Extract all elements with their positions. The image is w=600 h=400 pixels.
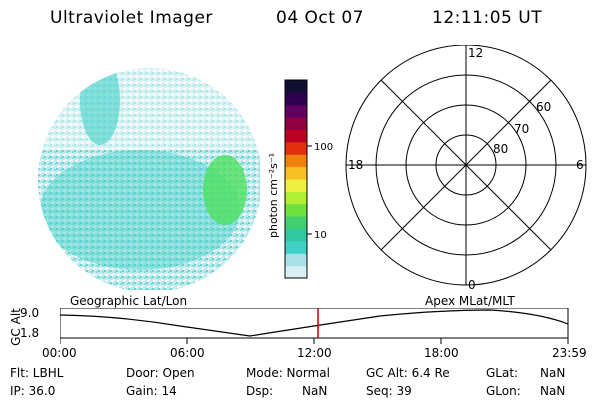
colorbar-segment	[285, 228, 307, 242]
glat-value: NaN	[540, 366, 566, 380]
door-status: Door: Open	[126, 366, 195, 380]
gain-value: Gain: 14	[126, 384, 177, 398]
flt-filter: Flt: LBHL	[10, 366, 64, 380]
colorbar-segment	[285, 117, 307, 130]
gc-alt-value: GC Alt: 6.4 Re	[366, 366, 450, 380]
colorbar-segment	[285, 104, 307, 118]
seq-value: Seq: 39	[366, 384, 412, 398]
colorbar-segment	[285, 166, 307, 180]
xtick-2359: 23:59	[552, 346, 587, 360]
time-label: 12:11:05 UT	[432, 8, 543, 28]
ytick-top: 9.0	[20, 306, 40, 320]
mode-value: Mode: Normal	[246, 366, 330, 380]
xtick-0600: 06:00	[170, 346, 205, 360]
colorbar-segment	[285, 203, 307, 217]
lat-60-label: 60	[536, 100, 551, 114]
glon-value: NaN	[540, 384, 566, 398]
auroral-image	[38, 68, 260, 290]
colorbar-segment	[285, 80, 307, 93]
date-label: 04 Oct 07	[276, 8, 364, 28]
xtick-0000: 00:00	[42, 346, 77, 360]
xtick-1800: 18:00	[424, 346, 459, 360]
lat-70-label: 70	[514, 122, 529, 136]
colorbar-gradient	[285, 80, 307, 279]
apex-label: Apex MLat/MLT	[425, 294, 515, 308]
colorbar-segment	[285, 141, 307, 155]
mlt-6-label: 6	[576, 158, 584, 172]
colorbar-tick-100: 100	[314, 142, 333, 153]
ytick-bottom: 1.8	[20, 326, 40, 340]
polar-grid: 12 18 6 0 60 70 80	[345, 45, 587, 290]
colorbar-segment	[285, 191, 307, 205]
mlt-0-label: 0	[468, 278, 476, 290]
colorbar-segment	[285, 240, 307, 254]
colorbar-segment	[285, 216, 307, 229]
colorbar-segment	[285, 253, 307, 267]
yaxis-title: GC Alt	[8, 308, 23, 346]
glon-label: GLon:	[486, 384, 521, 398]
altitude-plot[interactable]	[60, 308, 580, 348]
mlt-18-label: 18	[348, 158, 363, 172]
glat-label: GLat:	[486, 366, 519, 380]
colorbar-segment	[285, 129, 307, 143]
colorbar-segment	[285, 154, 307, 168]
mlt-12-label: 12	[468, 46, 483, 60]
xtick-1200: 12:00	[297, 346, 332, 360]
ip-value: IP: 36.0	[10, 384, 56, 398]
lat-80-label: 80	[493, 142, 508, 156]
geographic-label: Geographic Lat/Lon	[70, 294, 188, 308]
altitude-curve	[60, 309, 569, 337]
dsp-label: Dsp:	[246, 384, 274, 398]
colorbar-segment	[285, 179, 307, 192]
instrument-title: Ultraviolet Imager	[50, 8, 213, 28]
colorbar: 100 10 photon cm⁻²s⁻¹	[267, 79, 333, 279]
colorbar-segment	[285, 265, 307, 279]
dsp-value: NaN	[302, 384, 328, 398]
colorbar-tick-10: 10	[314, 230, 327, 241]
colorbar-unit-label: photon cm⁻²s⁻¹	[267, 153, 280, 238]
colorbar-segment	[285, 92, 307, 106]
